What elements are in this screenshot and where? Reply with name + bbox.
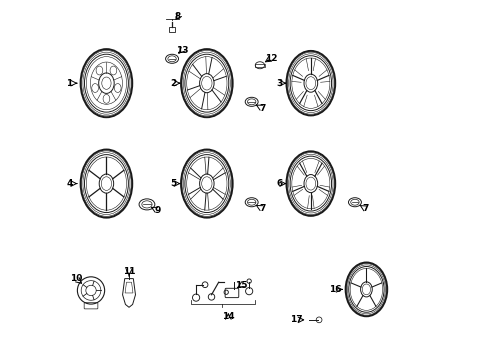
- Bar: [255, 64, 264, 67]
- Text: 4: 4: [66, 179, 73, 188]
- Text: 5: 5: [170, 179, 176, 188]
- Text: 17: 17: [289, 315, 302, 324]
- Text: 16: 16: [328, 285, 341, 294]
- Text: 12: 12: [264, 54, 277, 63]
- Text: 13: 13: [176, 46, 188, 55]
- Text: 8: 8: [174, 12, 181, 21]
- Text: 10: 10: [70, 274, 82, 283]
- Text: 9: 9: [154, 206, 161, 215]
- Text: 7: 7: [259, 104, 265, 113]
- Text: 1: 1: [66, 79, 73, 88]
- Text: 11: 11: [122, 267, 135, 276]
- Text: 6: 6: [276, 179, 282, 188]
- Text: 7: 7: [362, 204, 368, 213]
- Bar: [169, 27, 175, 32]
- Text: 2: 2: [170, 79, 176, 88]
- Text: 7: 7: [259, 204, 265, 213]
- Text: 14: 14: [222, 312, 234, 321]
- Text: 3: 3: [276, 79, 282, 88]
- Text: 15: 15: [234, 281, 246, 290]
